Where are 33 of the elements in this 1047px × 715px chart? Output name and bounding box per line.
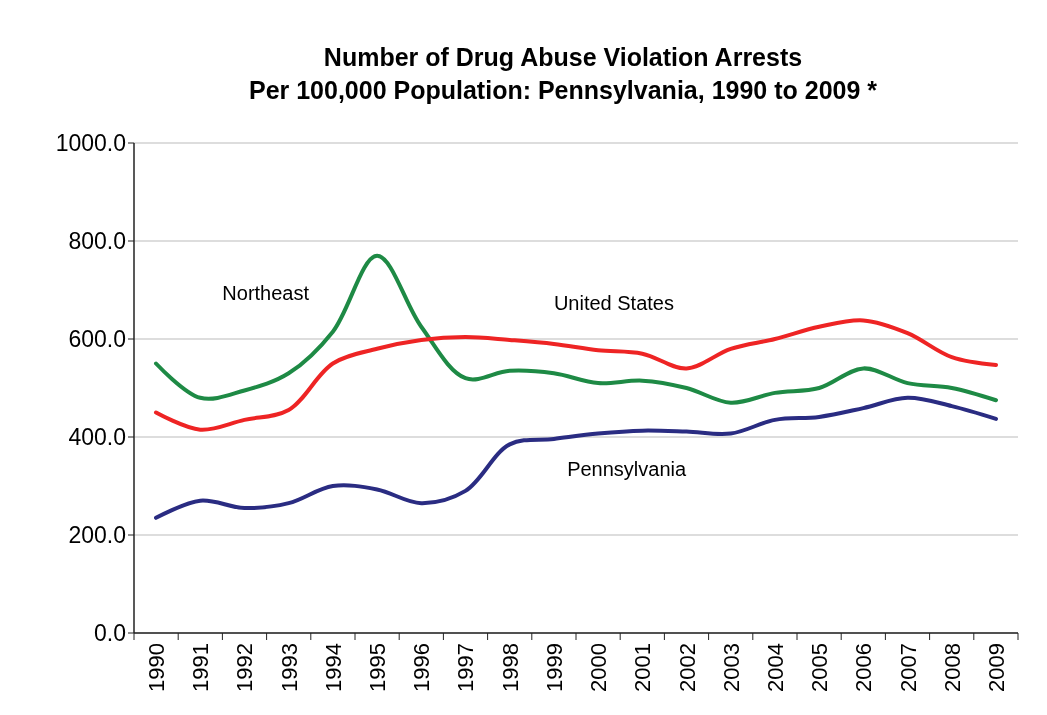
series-label: Northeast xyxy=(222,281,310,304)
y-tick-label: 200.0 xyxy=(68,522,126,549)
y-tick-label: 400.0 xyxy=(68,424,126,451)
y-tick-label: 1000.0 xyxy=(55,130,126,157)
x-tick-label: 1997 xyxy=(453,643,479,692)
x-tick-label: 2006 xyxy=(851,643,877,692)
x-tick-label: 1999 xyxy=(541,643,567,692)
x-tick-label: 1994 xyxy=(320,643,346,692)
line-series xyxy=(154,253,998,405)
chart-title: Number of Drug Abuse Violation Arrests Per 100,000 Population: Pennsylvania, 1990 to 2009 * xyxy=(248,43,878,104)
x-tick-label: 2001 xyxy=(630,643,656,692)
x-tick-label: 2009 xyxy=(984,643,1009,692)
y-tick-label: 800.0 xyxy=(68,228,126,255)
x-tick-label: 2002 xyxy=(674,643,700,692)
x-tick-label: 1996 xyxy=(409,643,435,692)
series-label: United States xyxy=(553,291,674,314)
x-tick-label: 2000 xyxy=(586,643,612,692)
x-tick-label: 1990 xyxy=(144,643,169,692)
y-tick-label: 0.0 xyxy=(94,620,126,647)
x-tick-label: 1995 xyxy=(365,643,391,692)
x-tick-label: 2003 xyxy=(718,643,744,692)
x-tick-label: 2007 xyxy=(895,643,921,692)
x-tick-label: 2005 xyxy=(807,643,833,692)
x-tick-label: 1991 xyxy=(188,643,214,692)
x-tick-label: 2008 xyxy=(939,643,965,692)
x-tick-label: 1992 xyxy=(232,643,258,692)
series-label: Pennsylvania xyxy=(567,458,687,481)
x-tick-label: 1993 xyxy=(276,643,302,692)
line-series xyxy=(154,395,998,520)
x-tick-label: 2004 xyxy=(762,643,788,692)
x-tick-label: 1998 xyxy=(497,643,523,692)
y-tick-label: 600.0 xyxy=(68,326,126,353)
line-series xyxy=(154,318,998,432)
